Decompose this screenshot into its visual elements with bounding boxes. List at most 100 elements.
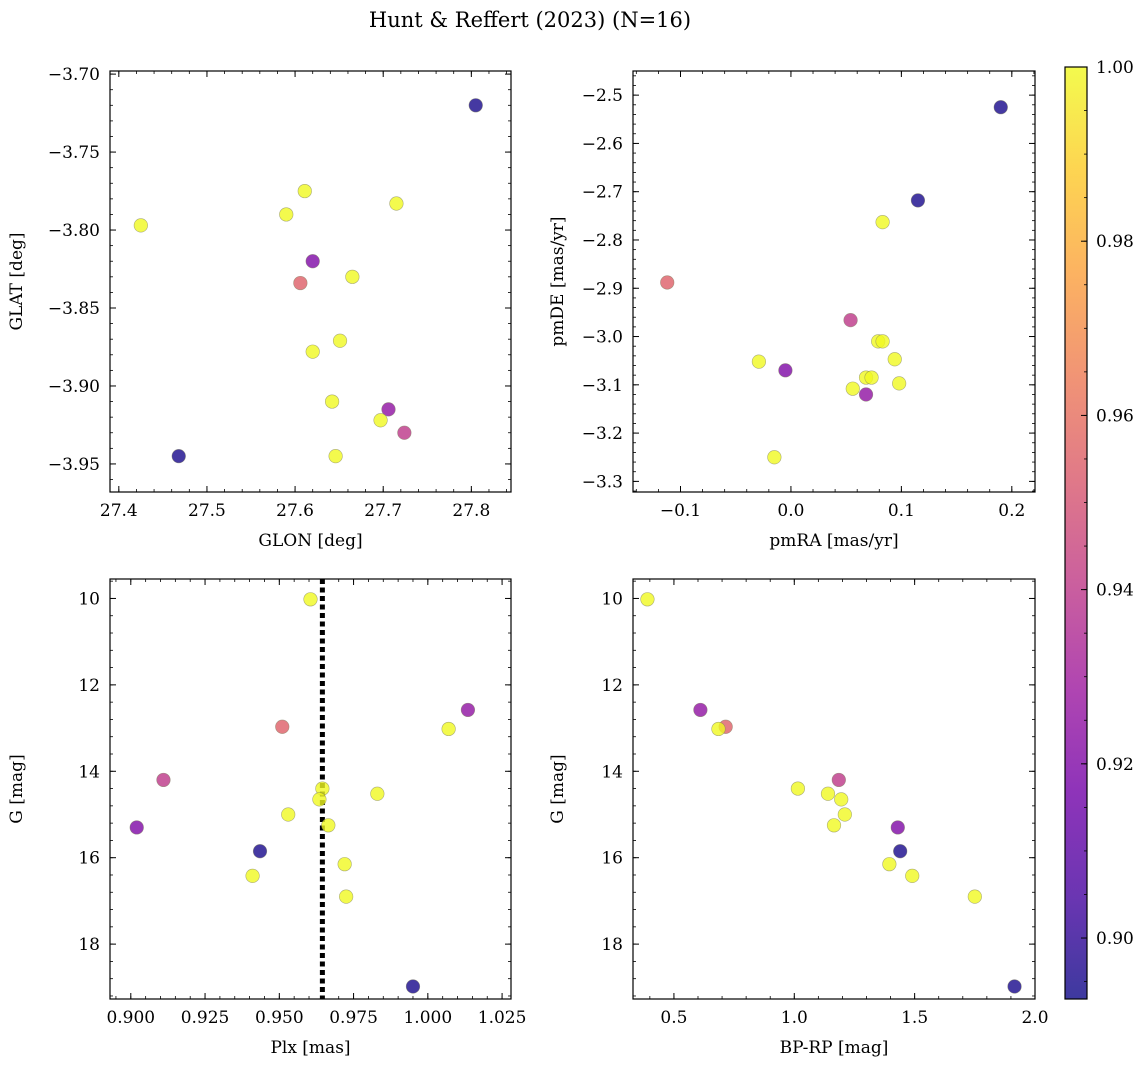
y-axis-label: GLAT [deg] (7, 232, 27, 330)
data-point (660, 275, 675, 290)
colorbar-frame (1064, 66, 1088, 1000)
y-tick-label: −3.95 (48, 455, 100, 475)
x-tick-label: 27.4 (100, 501, 138, 521)
data-point (171, 449, 186, 464)
colorbar-tick-label: 0.92 (1096, 755, 1134, 775)
data-point (845, 381, 860, 396)
data-point (831, 772, 846, 788)
figure-title: Hunt & Reffert (2023) (N=16) (369, 8, 691, 32)
x-axis-label: GLON [deg] (258, 531, 362, 551)
data-point (826, 818, 842, 833)
x-tick-label: 0.925 (181, 1008, 230, 1028)
y-tick-label: −2.9 (582, 279, 623, 299)
data-point (993, 100, 1008, 115)
data-point (275, 719, 290, 734)
colorbar-tick-label: 0.94 (1096, 581, 1134, 601)
y-tick-label: 18 (78, 935, 100, 955)
data-point (790, 781, 805, 796)
data-point (893, 844, 908, 859)
data-point (389, 196, 404, 211)
data-point (293, 275, 308, 291)
data-point (133, 218, 148, 233)
data-point (837, 807, 852, 822)
y-tick-label: 14 (78, 762, 100, 782)
colorbar-tick-label: 1.00 (1096, 58, 1134, 78)
data-point (751, 354, 767, 369)
x-tick-label: 1.0 (781, 1008, 808, 1028)
data-point (441, 721, 456, 737)
x-tick-label: 1.025 (478, 1008, 527, 1028)
data-point (129, 820, 144, 835)
axes-frame (109, 70, 512, 493)
data-points (129, 592, 476, 994)
data-point (460, 702, 476, 718)
data-point (337, 857, 352, 872)
data-point (332, 333, 348, 348)
x-tick-label: 0.950 (255, 1008, 304, 1028)
y-tick-label: −3.3 (582, 472, 623, 492)
data-point (875, 215, 890, 230)
data-point (640, 592, 655, 607)
y-tick-label: −3.0 (582, 328, 623, 348)
colorbar-tick-label: 0.98 (1096, 232, 1134, 252)
y-tick-label: −2.5 (582, 86, 623, 106)
y-tick-label: 12 (78, 676, 100, 696)
x-tick-label: 0.900 (106, 1008, 155, 1028)
data-point (910, 193, 926, 208)
y-tick-label: −2.7 (582, 183, 623, 203)
y-tick-label: 14 (601, 762, 623, 782)
data-point (281, 807, 296, 822)
data-point (820, 786, 836, 801)
x-tick-label: 1.5 (901, 1008, 928, 1028)
data-point (967, 889, 982, 904)
y-tick-label: −3.80 (48, 221, 100, 241)
y-tick-label: −2.8 (582, 231, 623, 251)
y-tick-label: −3.90 (48, 377, 100, 397)
y-tick-label: 12 (601, 676, 623, 696)
x-axis-label: Plx [mas] (270, 1038, 350, 1058)
data-point (1007, 979, 1022, 994)
y-tick-label: 16 (601, 849, 623, 869)
x-tick-label: 2.0 (1021, 1008, 1048, 1028)
x-tick-label: 1.000 (403, 1008, 452, 1028)
panel-bprp-g: 0.5 1.0 1.5 2.0 10 12 14 16 18 BP-RP [mag] G [mag] (548, 578, 1049, 1058)
axes-layer: 27.4 27.5 27.6 27.7 27.8 −3.70 −3.75 −3.80 −3.85… (7, 65, 1049, 1058)
x-tick-label: −0.1 (660, 501, 701, 521)
data-points (660, 100, 1008, 465)
panel-pmra-pmde: −0.1 0.0 0.1 0.2 −2.5 −2.6 −2.7 −2.8 −2.9 −3.0 −3.… (548, 70, 1036, 551)
x-tick-label: 27.5 (188, 501, 226, 521)
data-point (858, 387, 874, 402)
axes-frame (632, 70, 1036, 493)
colorbar-tick-label: 0.96 (1096, 406, 1134, 426)
y-tick-label: 16 (78, 849, 100, 869)
y-tick-label: −3.70 (48, 65, 100, 85)
data-point (245, 868, 260, 883)
data-point (887, 352, 902, 367)
data-point (373, 413, 388, 428)
panel-glon-glat: 27.4 27.5 27.6 27.7 27.8 −3.70 −3.75 −3.80 −3.85… (7, 65, 512, 551)
data-point (405, 979, 421, 994)
y-tick-label: 10 (601, 589, 623, 609)
data-point (905, 868, 920, 883)
data-point (875, 334, 890, 349)
axes-frame (109, 578, 512, 1000)
data-point (711, 721, 726, 737)
data-point (328, 449, 343, 464)
data-point (345, 269, 360, 284)
data-points (640, 592, 1022, 994)
x-tick-label: 27.6 (276, 501, 314, 521)
x-tick-label: 0.5 (660, 1008, 687, 1028)
panel-plx-g: 0.900 0.925 0.950 0.975 1.000 1.025 10 12 14 16 18… (7, 578, 527, 1058)
x-tick-label: 0.1 (888, 501, 915, 521)
data-point (297, 183, 312, 199)
data-point (882, 857, 897, 872)
data-point (339, 889, 354, 904)
data-point (156, 772, 171, 788)
y-tick-label: 18 (601, 935, 623, 955)
data-point (305, 344, 320, 359)
x-axis-label: pmRA [mas/yr] (769, 531, 898, 551)
x-tick-label: 0.0 (777, 501, 804, 521)
data-points (133, 98, 483, 464)
y-axis-label: G [mag] (548, 754, 568, 823)
